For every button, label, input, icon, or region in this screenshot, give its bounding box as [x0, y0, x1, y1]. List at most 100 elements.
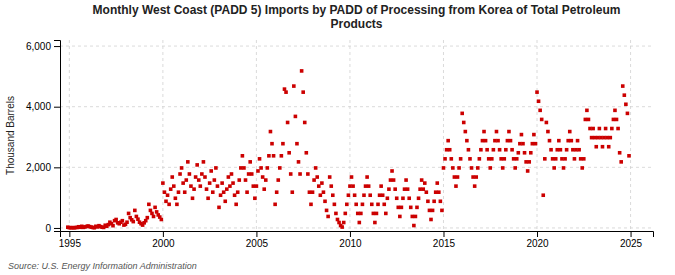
- point: [565, 148, 569, 152]
- point: [418, 187, 422, 191]
- point: [538, 109, 542, 113]
- point: [301, 90, 305, 94]
- point: [414, 215, 418, 219]
- point: [211, 190, 215, 194]
- point: [245, 190, 249, 194]
- point: [270, 142, 274, 146]
- point: [248, 160, 252, 164]
- axis-line: [54, 41, 61, 232]
- point: [407, 196, 411, 200]
- tick: 2,000: [26, 162, 60, 173]
- point: [328, 175, 332, 179]
- tick-label: 2020: [526, 238, 549, 249]
- point: [442, 166, 446, 170]
- point: [146, 216, 150, 220]
- point: [546, 130, 550, 134]
- point: [566, 139, 570, 143]
- point: [222, 190, 226, 194]
- point: [449, 157, 453, 161]
- point: [404, 178, 408, 182]
- tick-mark: [54, 167, 60, 168]
- point: [198, 184, 202, 188]
- point: [513, 166, 517, 170]
- plot: 199520002005201020152020202502,0004,0006…: [26, 40, 654, 249]
- point: [526, 169, 530, 173]
- point: [256, 169, 260, 173]
- point: [392, 178, 396, 182]
- point: [395, 196, 399, 200]
- point: [264, 178, 268, 182]
- point: [259, 166, 263, 170]
- point: [184, 178, 188, 182]
- point: [378, 193, 382, 197]
- point: [551, 157, 555, 161]
- point: [506, 139, 510, 143]
- point: [242, 166, 246, 170]
- point: [195, 163, 199, 167]
- point: [353, 193, 357, 197]
- point: [426, 199, 430, 203]
- point: [183, 190, 187, 194]
- tick-label: 2005: [246, 238, 269, 249]
- point: [396, 206, 400, 210]
- point: [482, 130, 486, 134]
- point: [400, 206, 404, 210]
- point: [275, 190, 279, 194]
- point: [125, 220, 129, 224]
- point: [234, 203, 238, 207]
- point: [552, 166, 556, 170]
- tick-mark: [54, 107, 60, 108]
- tick-mark: [443, 231, 444, 237]
- point: [607, 145, 611, 149]
- point: [474, 175, 478, 179]
- points: [66, 69, 631, 229]
- point: [309, 203, 313, 207]
- point: [320, 181, 324, 185]
- tick-mark: [54, 46, 60, 47]
- point: [435, 181, 439, 185]
- point: [579, 157, 583, 161]
- point: [209, 169, 213, 173]
- point: [345, 203, 349, 207]
- point: [531, 142, 535, 146]
- point: [534, 142, 538, 146]
- point: [169, 187, 173, 191]
- point: [613, 109, 617, 113]
- point: [269, 130, 273, 134]
- point: [467, 148, 471, 152]
- point: [227, 175, 231, 179]
- point: [468, 157, 472, 161]
- point: [205, 187, 209, 191]
- point: [230, 172, 234, 176]
- point: [203, 175, 207, 179]
- point: [181, 181, 185, 185]
- point: [372, 212, 376, 216]
- point: [470, 166, 474, 170]
- point: [598, 127, 602, 131]
- point: [529, 151, 533, 155]
- axis-line: [61, 232, 654, 238]
- point: [170, 175, 174, 179]
- point: [476, 166, 480, 170]
- point: [443, 157, 447, 161]
- point: [594, 145, 598, 149]
- point: [347, 193, 351, 197]
- point: [604, 127, 608, 131]
- point: [177, 190, 181, 194]
- point: [251, 184, 255, 188]
- point: [326, 215, 330, 219]
- grid-line: [162, 40, 163, 231]
- grid-line: [60, 227, 653, 228]
- point: [520, 133, 524, 137]
- grid-line: [537, 40, 538, 231]
- tick-label: 6,000: [26, 41, 51, 52]
- point: [367, 184, 371, 188]
- y-axis-title: Thousand Barrels: [5, 96, 16, 175]
- tick: 2025: [620, 231, 643, 249]
- point: [121, 219, 125, 223]
- point: [216, 184, 220, 188]
- point: [512, 157, 516, 161]
- point: [509, 139, 513, 143]
- point: [298, 172, 302, 176]
- point: [223, 199, 227, 203]
